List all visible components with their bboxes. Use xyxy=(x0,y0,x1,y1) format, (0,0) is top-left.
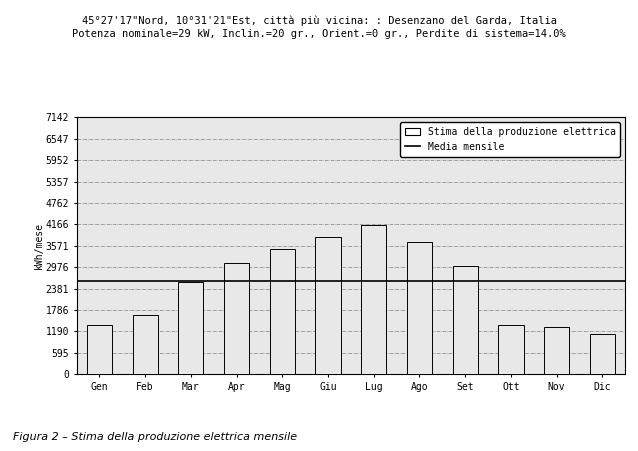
Bar xyxy=(87,325,112,374)
Bar xyxy=(544,327,569,374)
Bar xyxy=(452,266,478,374)
Bar xyxy=(590,334,615,374)
Bar xyxy=(178,282,204,374)
Bar xyxy=(498,325,524,374)
Text: Figura 2 – Stima della produzione elettrica mensile: Figura 2 – Stima della produzione elettr… xyxy=(13,432,297,442)
Text: 45°27'17"Nord, 10°31'21"Est, città più vicina: : Desenzano del Garda, Italia: 45°27'17"Nord, 10°31'21"Est, città più v… xyxy=(82,16,556,26)
Bar xyxy=(407,242,432,374)
Bar xyxy=(224,263,249,374)
Text: Potenza nominale=29 kW, Inclin.=20 gr., Orient.=0 gr., Perdite di sistema=14.0%: Potenza nominale=29 kW, Inclin.=20 gr., … xyxy=(72,29,566,39)
Y-axis label: kWh/mese: kWh/mese xyxy=(34,222,44,269)
Legend: Stima della produzione elettrica, Media mensile: Stima della produzione elettrica, Media … xyxy=(400,122,620,156)
Bar xyxy=(361,225,387,374)
Bar xyxy=(315,237,341,374)
Bar xyxy=(270,249,295,374)
Bar xyxy=(133,315,158,374)
